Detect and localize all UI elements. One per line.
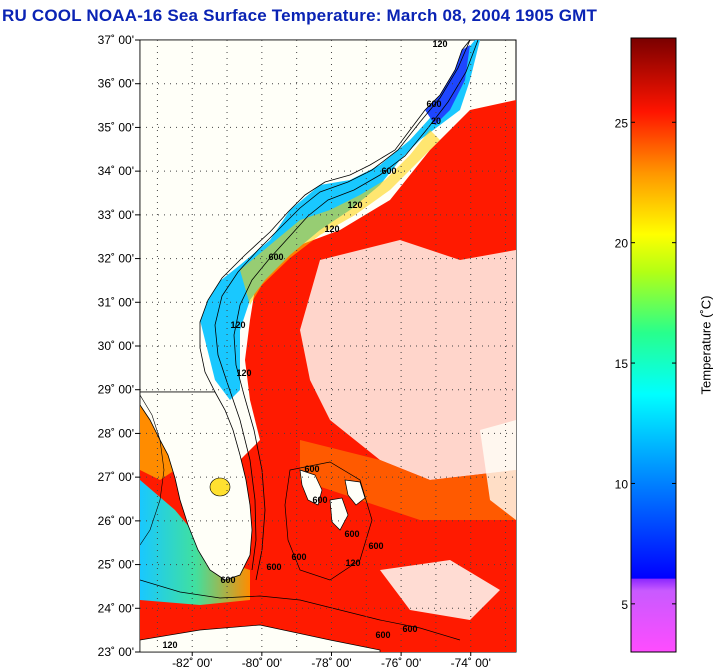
isobath-label: 600	[220, 575, 235, 585]
map-title: RU COOL NOAA-16 Sea Surface Temperature:…	[2, 6, 598, 25]
colorbar-ticks: 5 10 15 20 25	[615, 116, 676, 612]
lat-tick-label: 31˚ 00'	[98, 295, 134, 309]
isobath-label: 600	[291, 552, 306, 562]
isobath-florida-keys	[140, 579, 461, 641]
isobath-label: 120	[230, 320, 245, 330]
us-east-coast-land	[140, 40, 471, 393]
shelf-green-band	[240, 130, 440, 305]
lon-tick-label: -82˚ 00'	[172, 656, 212, 670]
lat-tick-label: 33˚ 00'	[98, 208, 134, 222]
isobath-label: 120	[432, 39, 447, 49]
latitude-axis: 37˚ 00' 36˚ 00' 35˚ 00' 34˚ 00' 33˚ 00' 32˚ 0…	[98, 33, 140, 659]
lat-tick-label: 34˚ 00'	[98, 164, 134, 178]
lat-tick-label: 25˚ 00'	[98, 558, 134, 572]
lon-tick-label: -74˚ 00'	[451, 656, 491, 670]
gulf-upper-water	[140, 400, 175, 480]
colorbar	[630, 37, 677, 653]
lat-tick-label: 23˚ 00'	[98, 645, 134, 659]
cuba-coast	[140, 624, 381, 652]
isobath-label: 600	[312, 495, 327, 505]
isobath-label: 120	[345, 558, 360, 568]
isobath-label: 600	[266, 562, 281, 572]
isobath-label: 600	[304, 464, 319, 474]
cold-shelf-water	[200, 40, 480, 400]
south-cloud-patch	[380, 560, 500, 620]
lat-tick-label: 36˚ 00'	[98, 77, 134, 91]
isobath-label: 120	[236, 368, 251, 378]
sst-field	[140, 40, 516, 652]
lat-tick-label: 37˚ 00'	[98, 33, 134, 47]
colorbar-tick-label: 5	[621, 598, 628, 612]
isobath-label: 600	[381, 166, 396, 176]
lake-okeechobee	[209, 477, 231, 497]
isobath-label: 600	[426, 99, 441, 109]
isobath-label: 600	[368, 541, 383, 551]
colorbar-tick-label: 25	[615, 116, 629, 130]
isobath-label: 120	[324, 224, 339, 234]
lon-tick-label: -78˚ 00'	[311, 656, 351, 670]
isobath-label: 120	[162, 640, 177, 650]
isobath-west-florida	[140, 394, 165, 546]
lat-tick-label: 35˚ 00'	[98, 120, 134, 134]
longitude-axis: -82˚ 00' -80˚ 00' -78˚ 00' -76˚ 00' -74˚ 00'	[172, 652, 491, 670]
colorbar-tick-label: 15	[615, 357, 629, 371]
bahamas-islands	[299, 469, 366, 531]
lat-tick-label: 28˚ 00'	[98, 426, 134, 440]
isobath-labels: 120 600 20 600 120 120 600 120 120 600 600 600 600 12…	[162, 39, 447, 650]
isobath-600m	[233, 40, 479, 581]
colorbar-label: Temperature (˚C)	[698, 295, 714, 395]
florida-peninsula	[140, 391, 253, 581]
colorbar-tick-label: 20	[615, 237, 629, 251]
graticule	[140, 40, 516, 652]
isobath-label: 600	[344, 529, 359, 539]
isobath-bahamas	[284, 461, 373, 581]
lat-tick-label: 26˚ 00'	[98, 514, 134, 528]
lat-tick-label: 24˚ 00'	[98, 601, 134, 615]
isobath-label: 20	[431, 116, 441, 126]
colorbar-tick-label: 10	[615, 477, 629, 491]
lon-tick-label: -80˚ 00'	[242, 656, 282, 670]
isobath-label: 120	[347, 200, 362, 210]
isobath-120m	[214, 40, 471, 571]
isobath-label: 600	[268, 252, 283, 262]
lat-tick-label: 30˚ 00'	[98, 339, 134, 353]
east-cloud-patch	[480, 420, 516, 520]
lat-tick-label: 29˚ 00'	[98, 383, 134, 397]
cloud-speckle-region	[300, 240, 516, 480]
isobath-label: 600	[375, 630, 390, 640]
lon-tick-label: -76˚ 00'	[381, 656, 421, 670]
orange-band	[300, 440, 516, 520]
lat-tick-label: 27˚ 00'	[98, 470, 134, 484]
lat-tick-label: 32˚ 00'	[98, 252, 134, 266]
isobath-label: 600	[402, 624, 417, 634]
